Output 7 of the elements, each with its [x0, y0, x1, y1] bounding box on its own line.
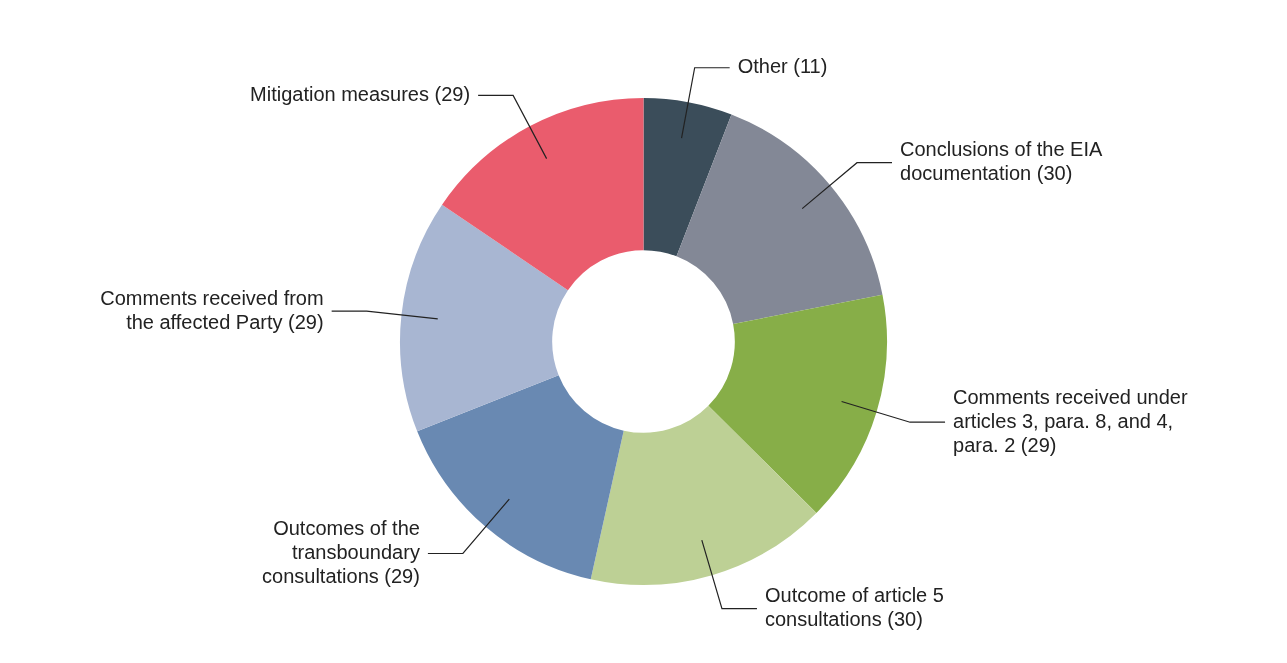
slice-label: Comments received under articles 3, para. 8, and 4, para. 2 (29) [953, 385, 1188, 456]
slice-label: Conclusions of the EIA documentation (30) [900, 138, 1103, 185]
slice-label: Other (11) [737, 55, 828, 78]
slice-label: Comments received from the affected Party (29) [100, 286, 324, 333]
slice-label: Mitigation measures (29) [250, 82, 471, 105]
slice-label: Outcomes of the transboundary consultations (29) [262, 517, 420, 588]
slice-label: Outcome of article 5 consultations (30) [764, 584, 944, 631]
